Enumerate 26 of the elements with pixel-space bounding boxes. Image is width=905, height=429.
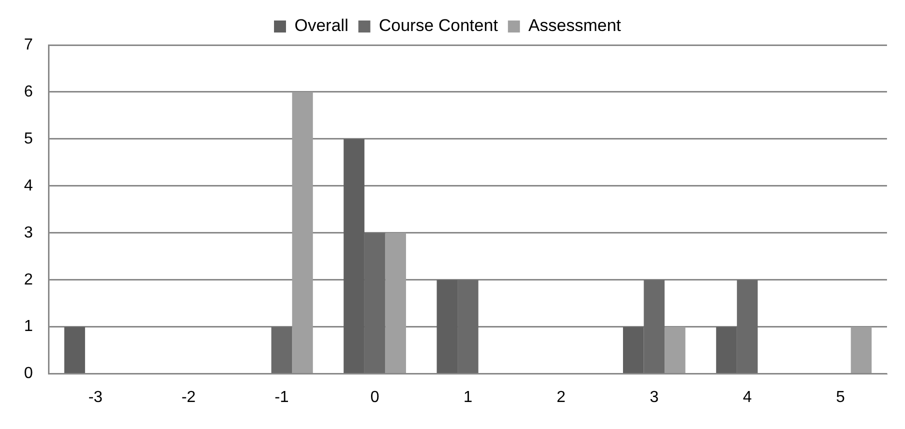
y-tick-label: 6 [24, 83, 33, 100]
x-tick-label: 5 [836, 388, 845, 406]
y-tick-label: 1 [24, 318, 33, 336]
y-tick-label: 5 [24, 130, 33, 148]
bar [64, 326, 86, 374]
x-tick-label: 4 [742, 388, 752, 406]
y-tick-label: 7 [24, 36, 33, 54]
y-tick-label: 0 [24, 365, 33, 382]
x-tick-label: 1 [463, 388, 472, 406]
y-tick-label: 3 [24, 224, 33, 242]
x-tick-label: 3 [650, 388, 659, 406]
legend-label: Assessment [528, 16, 622, 36]
bar [292, 92, 313, 374]
bar [850, 326, 872, 374]
x-tick-label: 0 [370, 388, 380, 406]
legend-label: Course Content [378, 16, 498, 36]
bar [271, 326, 292, 374]
legend-label: Overall [294, 16, 348, 36]
y-tick-label: 4 [24, 177, 33, 194]
x-tick-label: -1 [274, 388, 289, 406]
bar [664, 326, 686, 374]
x-tick-label: -3 [88, 388, 103, 406]
x-tick-label: 2 [556, 388, 566, 406]
x-tick-label: -2 [181, 388, 196, 406]
y-tick-label: 2 [24, 271, 33, 288]
bar [385, 232, 406, 374]
